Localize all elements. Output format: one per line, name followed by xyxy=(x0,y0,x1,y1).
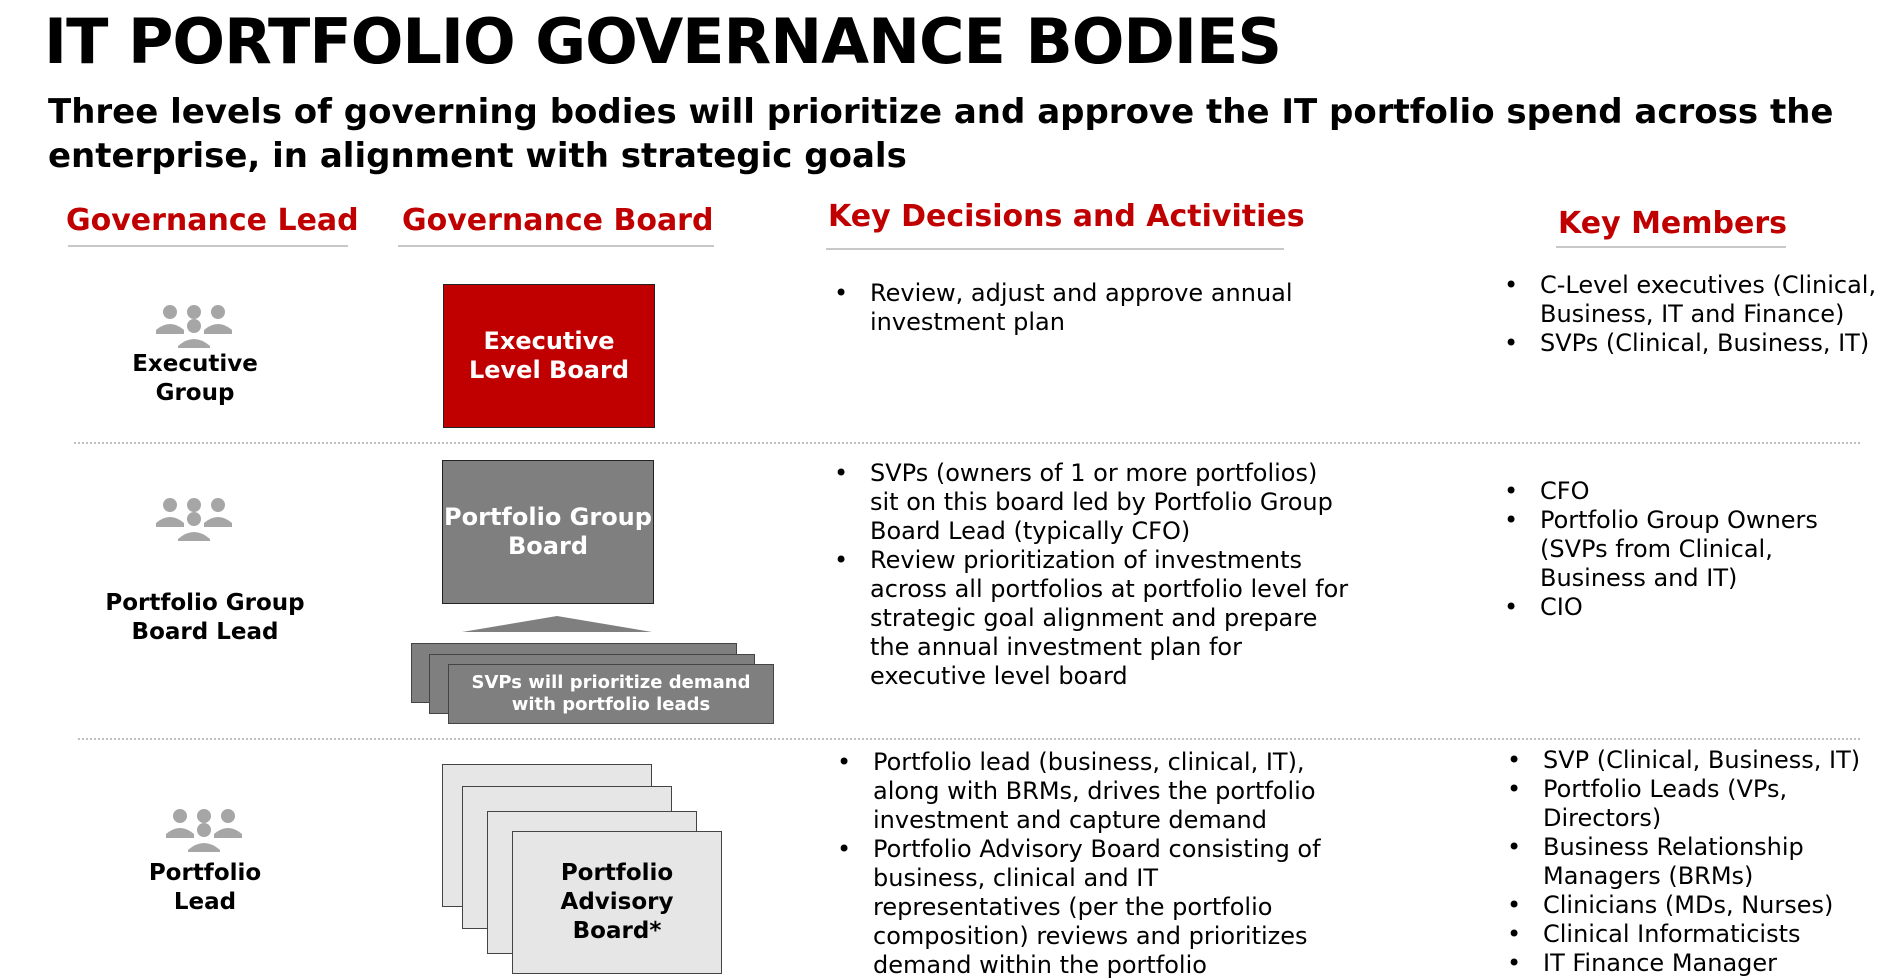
portfolio-group-board-box: Portfolio Group Board xyxy=(442,460,654,604)
lead-label-executive: Executive Group xyxy=(132,351,258,406)
svp-card-text: SVPs will prioritize demand with portfol… xyxy=(471,672,751,715)
member-item: Clinicians (MDs, Nurses) xyxy=(1503,891,1883,920)
decisions-list-executive: Review, adjust and approve annual invest… xyxy=(830,279,1300,337)
member-item: C-Level executives (Clinical, Business, … xyxy=(1500,271,1880,329)
member-item: SVPs (Clinical, Business, IT) xyxy=(1500,329,1880,358)
column-heading-decisions: Key Decisions and Activities xyxy=(828,199,1305,234)
column-heading-board: Governance Board xyxy=(402,203,714,238)
column-underline-members xyxy=(1556,246,1786,248)
decision-item: Portfolio Advisory Board consisting of b… xyxy=(833,835,1353,980)
lead-label-portfolio-group: Portfolio Group Board Lead xyxy=(105,590,305,645)
triangle-up-icon xyxy=(462,616,652,632)
column-underline-decisions xyxy=(826,248,1284,250)
executive-level-board-box: Executive Level Board xyxy=(443,284,655,428)
member-item: Clinical Informaticists xyxy=(1503,920,1883,949)
row-separator-1 xyxy=(74,442,1860,444)
row-separator-2 xyxy=(78,738,1860,740)
board-label-executive: Executive Level Board xyxy=(468,327,630,384)
decisions-list-portfolio-group: SVPs (owners of 1 or more portfolios) si… xyxy=(830,459,1350,691)
people-group-icon xyxy=(166,809,242,852)
member-item: SVP (Clinical, Business, IT) xyxy=(1503,746,1883,775)
lead-label-portfolio: Portfolio Lead xyxy=(148,860,262,915)
column-underline-board xyxy=(398,245,714,247)
people-group-icon xyxy=(156,498,232,541)
column-underline-lead xyxy=(68,245,348,247)
member-item: Business Relationship Managers (BRMs) xyxy=(1503,833,1883,891)
board-label-portfolio-group: Portfolio Group Board xyxy=(444,503,652,560)
board-label-portfolio: Portfolio Advisory Board* xyxy=(560,860,674,944)
decisions-list-portfolio: Portfolio lead (business, clinical, IT),… xyxy=(833,748,1353,980)
members-list-portfolio: SVP (Clinical, Business, IT) Portfolio L… xyxy=(1503,746,1883,978)
svp-card: SVPs will prioritize demand with portfol… xyxy=(448,664,774,724)
member-item: CFO xyxy=(1500,477,1830,506)
members-list-portfolio-group: CFO Portfolio Group Owners (SVPs from Cl… xyxy=(1500,477,1830,622)
member-item: IT Finance Manager xyxy=(1503,949,1883,978)
decision-item: Review, adjust and approve annual invest… xyxy=(830,279,1300,337)
column-heading-lead: Governance Lead xyxy=(66,203,359,238)
page-title: IT PORTFOLIO GOVERNANCE BODIES xyxy=(44,5,1282,78)
members-list-executive: C-Level executives (Clinical, Business, … xyxy=(1500,271,1880,358)
member-item: CIO xyxy=(1500,593,1830,622)
decision-item: SVPs (owners of 1 or more portfolios) si… xyxy=(830,459,1350,546)
decision-item: Review prioritization of investments acr… xyxy=(830,546,1350,691)
decision-item: Portfolio lead (business, clinical, IT),… xyxy=(833,748,1353,835)
people-group-icon xyxy=(156,305,232,348)
member-item: Portfolio Group Owners (SVPs from Clinic… xyxy=(1500,506,1830,593)
column-heading-members: Key Members xyxy=(1558,206,1787,241)
portfolio-advisory-board-box: Portfolio Advisory Board* xyxy=(512,831,722,974)
page-subtitle: Three levels of governing bodies will pr… xyxy=(48,92,1834,176)
member-item: Portfolio Leads (VPs, Directors) xyxy=(1503,775,1883,833)
